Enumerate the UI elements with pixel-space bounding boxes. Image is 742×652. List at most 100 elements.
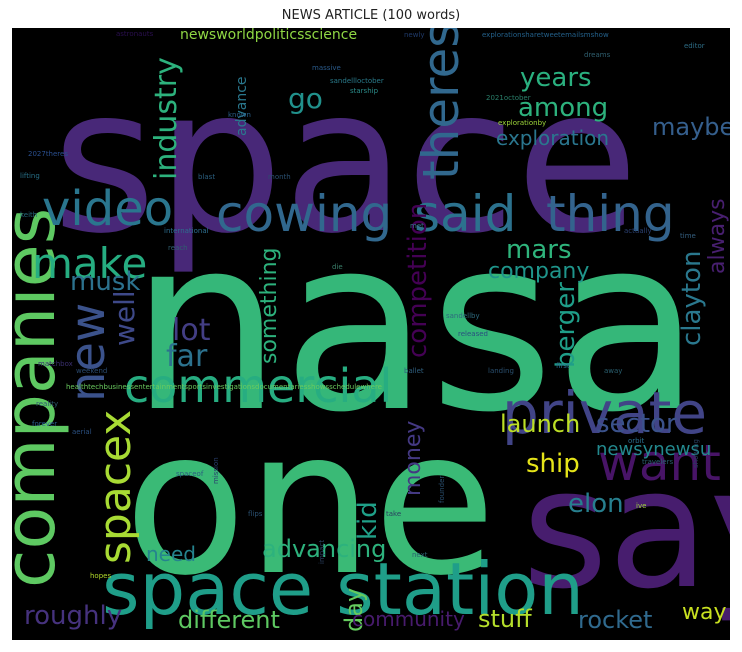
- word-astronauts: astronauts: [116, 30, 154, 38]
- word-explorationby: explorationby: [498, 119, 546, 127]
- word-space station: space station: [102, 547, 584, 631]
- word-industry: industry: [149, 57, 184, 180]
- word-released: released: [458, 330, 488, 338]
- word-2021october: 2021october: [486, 94, 531, 102]
- word-well: well: [108, 290, 141, 346]
- word-something: something: [257, 248, 282, 364]
- word-keith: keith: [20, 211, 37, 219]
- word-community: community: [352, 607, 465, 631]
- word-massive: massive: [312, 64, 341, 72]
- word-flips: flips: [248, 510, 263, 518]
- word-next: next: [412, 551, 428, 559]
- word-healthtechbusinessentert: healthtechbusinessentertainmentsportsinv…: [66, 383, 382, 391]
- word-nasa: nasa: [130, 185, 701, 465]
- word-companies: companies: [12, 208, 71, 588]
- word-starship: starship: [350, 87, 379, 95]
- word-commercial: commercial: [124, 359, 392, 413]
- word-away: away: [604, 367, 622, 375]
- word-space: space: [52, 45, 639, 278]
- word-lifting: lifting: [20, 172, 40, 180]
- word-lot: lot: [172, 313, 211, 348]
- word-launch: launch: [500, 410, 580, 438]
- word-met: met: [410, 222, 424, 230]
- word-go: go: [288, 82, 323, 115]
- word-month: month: [268, 173, 291, 181]
- word-forever: forever: [32, 420, 57, 428]
- word-showing: showing: [692, 439, 700, 468]
- word-explorationsharetweetema: explorationsharetweetemailsmshow: [482, 31, 609, 39]
- word-first: first: [556, 362, 570, 370]
- word-different: different: [178, 606, 280, 634]
- word-international: international: [164, 227, 209, 235]
- word-said: said: [414, 185, 516, 243]
- word-aerial: aerial: [72, 428, 92, 436]
- word-musk: musk: [70, 267, 140, 297]
- word-ballet: ballet: [404, 367, 424, 375]
- word-hopes: hopes: [90, 572, 111, 580]
- word-always: always: [705, 198, 730, 274]
- word-take: take: [386, 510, 401, 518]
- word-advance: advance: [234, 76, 250, 136]
- word-ive: ive: [636, 502, 646, 510]
- word-orbit: orbit: [628, 437, 645, 445]
- word-years: years: [520, 63, 592, 93]
- word-ship: ship: [526, 449, 580, 479]
- word-maybe: maybe: [652, 113, 730, 141]
- word-landing: landing: [488, 367, 514, 375]
- word-matchbox: matchbox: [38, 360, 73, 368]
- word-founder: founder: [438, 476, 446, 503]
- word-newsworldpoliticsscience: newsworldpoliticsscience: [180, 28, 357, 43]
- word-day: day: [340, 588, 368, 632]
- word-cloud: spacenasaonesay companies space station pri…: [12, 28, 730, 640]
- word-theres: theres: [412, 28, 470, 180]
- word-thing: thing: [546, 185, 675, 243]
- word-sandellby: sandellby: [446, 312, 480, 320]
- word-mission: mission: [212, 457, 220, 484]
- word-cloud-canvas: spacenasaonesay companies space station pri…: [12, 28, 730, 634]
- word-clayton: clayton: [677, 251, 707, 346]
- word-company: company: [488, 259, 589, 284]
- word-cowing: cowing: [216, 185, 392, 243]
- word-time: time: [680, 232, 696, 240]
- word-newsynewsu: newsynewsu: [596, 439, 711, 460]
- word-money: money: [401, 421, 426, 496]
- word-weekend: weekend: [76, 367, 107, 375]
- word-actually: actually: [624, 227, 652, 235]
- word-exploration: exploration: [496, 126, 609, 150]
- word-berger: berger: [551, 282, 581, 368]
- word-one: one: [124, 387, 496, 620]
- word-known: known: [228, 111, 251, 119]
- word-want: want: [598, 434, 721, 492]
- word-blast: blast: [198, 173, 215, 181]
- word-far: far: [166, 339, 208, 374]
- word-stuff: stuff: [478, 605, 532, 633]
- word-spaceof: spaceof: [176, 470, 204, 478]
- word-among: among: [518, 93, 608, 123]
- word-reach: reach: [168, 244, 188, 252]
- word-2027theres: 2027theres: [28, 150, 68, 158]
- word-sandellloctober: sandellloctober: [330, 77, 384, 85]
- word-video: video: [42, 181, 173, 237]
- word-say: say: [522, 433, 730, 625]
- word-new: new: [60, 303, 116, 402]
- word-sector: sector: [596, 409, 677, 439]
- word-die: die: [332, 263, 343, 271]
- word-roughly: roughly: [24, 601, 122, 631]
- word-editor: editor: [684, 42, 705, 50]
- word-mars: mars: [506, 235, 572, 265]
- word-kid: kid: [353, 501, 383, 540]
- word-travelers: travelers: [642, 458, 673, 466]
- word-advancing: advancing: [262, 535, 386, 563]
- word-way: way: [682, 600, 727, 625]
- word-competition: competition: [403, 203, 433, 358]
- figure-title: NEWS ARTICLE (100 words): [281, 8, 461, 23]
- word-dreams: dreams: [584, 51, 611, 59]
- word-reality: reality: [36, 400, 58, 408]
- word-impact: impact: [318, 540, 326, 564]
- word-rocket: rocket: [578, 606, 652, 634]
- word-spacex: spacex: [90, 410, 141, 564]
- word-elon: elon: [568, 489, 624, 519]
- word-make: make: [32, 239, 147, 288]
- word-newly: newly: [404, 31, 425, 39]
- word-need: need: [146, 542, 196, 566]
